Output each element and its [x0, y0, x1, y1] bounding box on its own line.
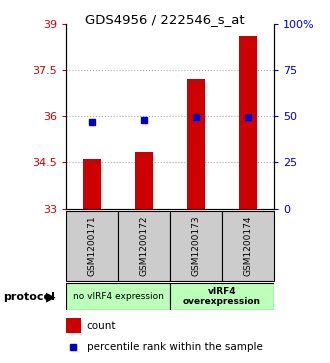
Bar: [187, 79, 205, 209]
Text: count: count: [87, 321, 116, 331]
Bar: [118, 211, 170, 281]
Text: vIRF4
overexpression: vIRF4 overexpression: [183, 287, 261, 306]
Bar: [170, 283, 274, 310]
Bar: [83, 159, 101, 209]
Text: GSM1200174: GSM1200174: [244, 216, 252, 276]
Bar: [66, 283, 170, 310]
Text: GSM1200171: GSM1200171: [87, 216, 96, 276]
Bar: [66, 211, 118, 281]
Text: ▶: ▶: [46, 290, 56, 303]
Bar: [135, 152, 153, 209]
Text: GDS4956 / 222546_s_at: GDS4956 / 222546_s_at: [85, 13, 245, 26]
Bar: [66, 318, 81, 333]
Text: GSM1200173: GSM1200173: [191, 216, 200, 276]
Text: percentile rank within the sample: percentile rank within the sample: [87, 342, 263, 351]
Bar: [239, 36, 257, 209]
Text: GSM1200172: GSM1200172: [140, 216, 148, 276]
Text: protocol: protocol: [3, 292, 55, 302]
Bar: [222, 211, 274, 281]
Text: no vIRF4 expression: no vIRF4 expression: [73, 292, 163, 301]
Bar: [170, 211, 222, 281]
